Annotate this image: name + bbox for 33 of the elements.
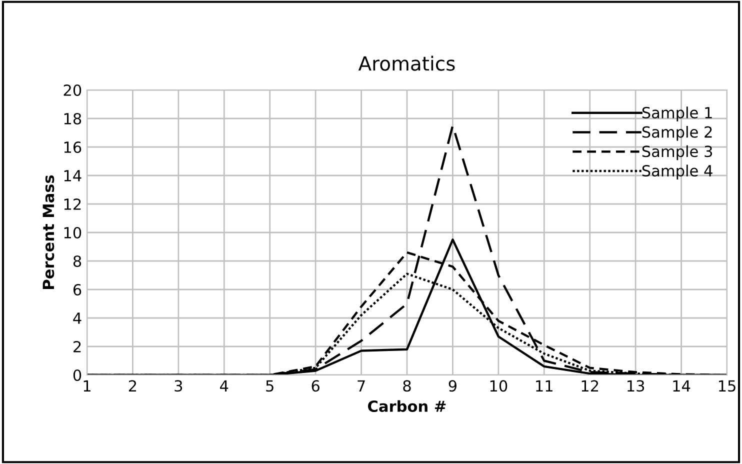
y-tick-label: 0 [73, 369, 82, 382]
y-tick-label: 8 [73, 255, 82, 268]
x-tick-label: 1 [84, 380, 90, 392]
y-tick-label: 2 [74, 340, 81, 352]
x-tick-label: 2 [128, 380, 136, 392]
legend-label: Sample 3 [642, 145, 712, 160]
x-tick-label: 8 [403, 380, 411, 392]
x-tick-label: 10 [490, 380, 508, 392]
x-tick-label: 13 [628, 380, 644, 392]
legend-label: Sample 1 [642, 106, 712, 122]
legend-label: Sample 4 [642, 164, 712, 180]
y-tick-label: 16 [64, 141, 82, 154]
x-tick-label: 4 [220, 380, 228, 392]
x-tick-label: 14 [673, 380, 690, 392]
x-tick-label: 11 [536, 380, 552, 392]
x-tick-label: 15 [718, 380, 736, 392]
x-tick-label: 9 [448, 380, 456, 392]
x-axis-title: Carbon # [368, 400, 446, 412]
y-tick-label: 18 [64, 112, 82, 125]
x-tick-label: 7 [358, 380, 365, 392]
y-tick-label: 20 [64, 84, 82, 96]
y-axis-title: Percent Mass [42, 175, 54, 289]
x-tick-label: 12 [582, 380, 598, 392]
y-tick-label: 4 [73, 312, 82, 324]
y-tick-label: 14 [64, 170, 82, 182]
x-tick-label: 6 [312, 380, 320, 392]
y-tick-label: 6 [73, 284, 82, 296]
legend-label: Sample 2 [642, 126, 712, 141]
x-tick-label: 5 [266, 380, 274, 392]
y-tick-label: 12 [64, 198, 81, 210]
x-tick-label: 3 [174, 380, 182, 392]
y-tick-label: 10 [64, 226, 82, 239]
chart-title: Aromatics [358, 56, 455, 71]
